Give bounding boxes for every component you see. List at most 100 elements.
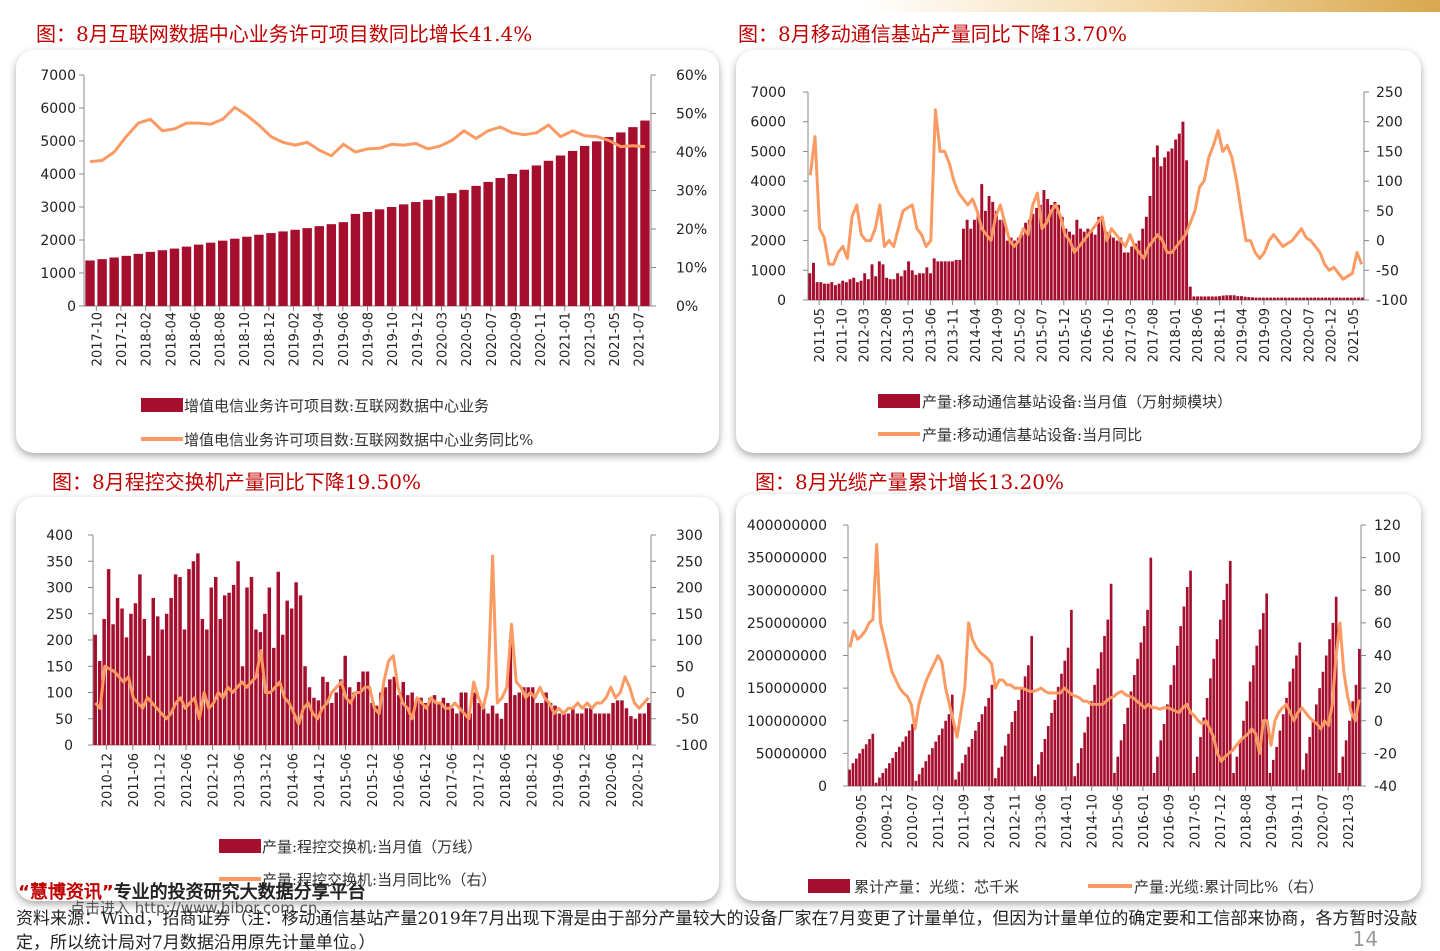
bar-mark bbox=[881, 772, 885, 786]
bar-mark bbox=[290, 229, 300, 306]
bar-mark bbox=[892, 279, 896, 300]
bar-mark bbox=[896, 273, 900, 300]
x-tick-label: 2018-06 bbox=[189, 312, 204, 366]
bar-mark bbox=[874, 276, 878, 300]
bar-mark bbox=[960, 763, 964, 786]
bar-mark bbox=[483, 181, 493, 306]
bar-mark bbox=[1070, 609, 1073, 786]
bar-mark bbox=[1017, 699, 1020, 786]
series-line bbox=[808, 108, 1364, 281]
bar-mark bbox=[1248, 681, 1252, 786]
bar-mark bbox=[602, 713, 606, 745]
hibor-link[interactable]: 点击进入 http://www.hibor.com.cn bbox=[70, 899, 318, 917]
right-tick-label: 200 bbox=[676, 581, 703, 597]
bar-mark bbox=[1354, 684, 1358, 786]
bar-mark bbox=[181, 246, 192, 306]
bar-mark bbox=[852, 277, 856, 300]
left-tick-label: 3000 bbox=[40, 200, 76, 216]
bar-mark bbox=[969, 228, 973, 300]
right-tick-label: 50 bbox=[676, 659, 694, 675]
bar-mark bbox=[897, 746, 901, 786]
left-tick-label: 7000 bbox=[40, 68, 76, 84]
bar-mark bbox=[173, 574, 178, 745]
bar-mark bbox=[904, 736, 908, 786]
bar-mark bbox=[1056, 686, 1060, 786]
bar-mark bbox=[1016, 237, 1020, 300]
bar-mark bbox=[1159, 166, 1163, 300]
brand-close-quote: ” bbox=[101, 882, 114, 903]
bar-mark bbox=[958, 259, 962, 300]
bar-mark bbox=[1283, 297, 1287, 300]
bar-mark bbox=[133, 603, 138, 745]
bar-mark bbox=[1169, 684, 1173, 786]
right-tick-label: -40 bbox=[1374, 779, 1397, 795]
bar-mark bbox=[1043, 739, 1047, 786]
bar-mark bbox=[205, 629, 209, 745]
bar-mark bbox=[285, 600, 289, 745]
bar-mark bbox=[914, 274, 918, 300]
bar-mark bbox=[907, 261, 911, 300]
bar-mark bbox=[855, 282, 859, 300]
bar-mark bbox=[1163, 157, 1167, 300]
bar-mark bbox=[885, 277, 889, 300]
bar-mark bbox=[459, 692, 464, 745]
x-tick-label: 2012-04 bbox=[983, 794, 998, 848]
bar-mark bbox=[1275, 746, 1278, 786]
chart4-panel: 400000000 350000000 300000000 250000000 2000… bbox=[736, 494, 1421, 901]
bar-mark bbox=[365, 671, 370, 745]
x-tick-label: 2012-03 bbox=[858, 308, 873, 362]
bar-mark bbox=[1042, 190, 1046, 300]
bar-mark bbox=[1109, 583, 1113, 786]
bar-mark bbox=[1192, 296, 1196, 300]
bar-mark bbox=[1166, 704, 1169, 786]
bar-mark bbox=[1036, 764, 1040, 786]
bar-mark bbox=[1144, 216, 1148, 300]
x-tick-label: 2009-05 bbox=[855, 794, 870, 848]
bar-mark bbox=[888, 763, 891, 786]
bar-mark bbox=[990, 684, 994, 786]
x-tick-label: 2017-08 bbox=[1147, 308, 1162, 362]
right-tick-label: 200 bbox=[1376, 115, 1403, 131]
bar-mark bbox=[214, 577, 218, 745]
bar-mark bbox=[1349, 297, 1353, 300]
x-tick-label: 2019-06 bbox=[552, 753, 567, 807]
x-tick-label: 2012-12 bbox=[207, 753, 222, 807]
bar-mark bbox=[1250, 297, 1254, 300]
left-tick-label: 0 bbox=[67, 299, 76, 315]
bar-mark bbox=[980, 184, 984, 300]
right-tick-label: 150 bbox=[676, 607, 703, 623]
bar-mark bbox=[1046, 198, 1050, 300]
bar-mark bbox=[1318, 688, 1321, 786]
bar-mark bbox=[1020, 688, 1024, 786]
bar-mark bbox=[1225, 583, 1229, 786]
bar-mark bbox=[1218, 296, 1221, 300]
left-tick-label: 0 bbox=[777, 293, 786, 309]
bar-mark bbox=[1313, 297, 1317, 300]
brand-banner[interactable]: “慧博资讯”专业的投资研究大数据分享平台 bbox=[18, 878, 366, 904]
left-tick-label: 350 bbox=[46, 554, 73, 570]
bar-mark bbox=[1262, 613, 1265, 786]
x-tick-label: 2011-02 bbox=[932, 794, 947, 848]
bar-mark bbox=[874, 782, 878, 786]
x-tick-label: 2014-01 bbox=[1060, 794, 1075, 848]
bar-mark bbox=[947, 714, 951, 786]
left-tick-label: 0 bbox=[64, 738, 73, 754]
bar-mark bbox=[1316, 297, 1320, 300]
bar-mark bbox=[911, 724, 914, 786]
bar-mark bbox=[450, 708, 455, 745]
bar-mark bbox=[1255, 645, 1259, 786]
x-tick-label: 2017-03 bbox=[1124, 308, 1139, 362]
bar-mark bbox=[1232, 772, 1235, 786]
bar-mark bbox=[1321, 671, 1325, 786]
bar-mark bbox=[347, 687, 352, 745]
bar-mark bbox=[1280, 297, 1284, 300]
bar-mark bbox=[606, 713, 611, 745]
bar-mark bbox=[907, 730, 911, 786]
bar-mark bbox=[1276, 297, 1280, 300]
bar-mark bbox=[937, 735, 941, 786]
bar-mark bbox=[1358, 648, 1361, 786]
bar-mark bbox=[987, 196, 991, 300]
bar-mark bbox=[1238, 740, 1242, 786]
bar-mark bbox=[940, 261, 943, 300]
bar-mark bbox=[1247, 297, 1251, 300]
